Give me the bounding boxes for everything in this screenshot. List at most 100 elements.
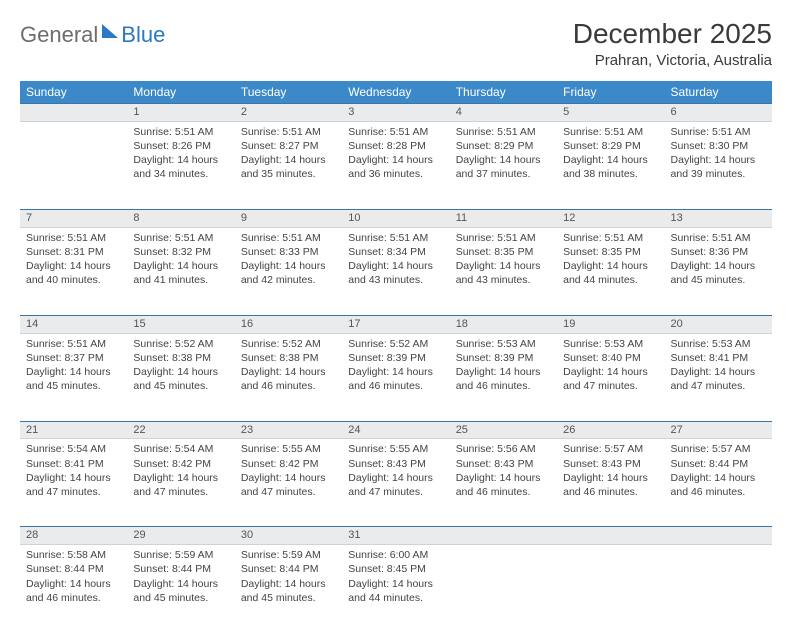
sunset-text: Sunset: 8:41 PM [671, 351, 766, 365]
daylight-text: Daylight: 14 hours and 45 minutes. [133, 577, 228, 605]
day-cell [450, 545, 557, 633]
sunrise-text: Sunrise: 5:54 AM [133, 442, 228, 456]
day-cell: Sunrise: 5:52 AMSunset: 8:39 PMDaylight:… [342, 333, 449, 421]
day-content-row: Sunrise: 5:51 AMSunset: 8:26 PMDaylight:… [20, 121, 772, 209]
day-number: 16 [235, 315, 342, 333]
day-number: 4 [450, 104, 557, 122]
daylight-text: Daylight: 14 hours and 46 minutes. [26, 577, 121, 605]
day-header: Saturday [665, 81, 772, 104]
sunset-text: Sunset: 8:34 PM [348, 245, 443, 259]
day-number: 5 [557, 104, 664, 122]
day-number: 15 [127, 315, 234, 333]
day-cell: Sunrise: 5:51 AMSunset: 8:29 PMDaylight:… [557, 121, 664, 209]
sunrise-text: Sunrise: 5:51 AM [133, 231, 228, 245]
day-cell: Sunrise: 5:59 AMSunset: 8:44 PMDaylight:… [235, 545, 342, 633]
day-cell: Sunrise: 5:51 AMSunset: 8:26 PMDaylight:… [127, 121, 234, 209]
day-content-row: Sunrise: 5:54 AMSunset: 8:41 PMDaylight:… [20, 439, 772, 527]
sunrise-text: Sunrise: 5:57 AM [671, 442, 766, 456]
day-cell: Sunrise: 5:51 AMSunset: 8:28 PMDaylight:… [342, 121, 449, 209]
daylight-text: Daylight: 14 hours and 47 minutes. [563, 365, 658, 393]
sunset-text: Sunset: 8:43 PM [563, 457, 658, 471]
sunrise-text: Sunrise: 5:51 AM [563, 125, 658, 139]
sunset-text: Sunset: 8:33 PM [241, 245, 336, 259]
sunrise-text: Sunrise: 5:51 AM [348, 231, 443, 245]
sunrise-text: Sunrise: 5:53 AM [563, 337, 658, 351]
day-cell: Sunrise: 5:51 AMSunset: 8:33 PMDaylight:… [235, 227, 342, 315]
sunset-text: Sunset: 8:26 PM [133, 139, 228, 153]
day-number: 27 [665, 421, 772, 439]
daylight-text: Daylight: 14 hours and 41 minutes. [133, 259, 228, 287]
sunset-text: Sunset: 8:42 PM [133, 457, 228, 471]
day-cell: Sunrise: 5:51 AMSunset: 8:36 PMDaylight:… [665, 227, 772, 315]
day-number: 17 [342, 315, 449, 333]
sunset-text: Sunset: 8:36 PM [671, 245, 766, 259]
sunset-text: Sunset: 8:29 PM [563, 139, 658, 153]
sunset-text: Sunset: 8:44 PM [241, 562, 336, 576]
sunset-text: Sunset: 8:38 PM [241, 351, 336, 365]
day-number-row: 28293031 [20, 527, 772, 545]
daylight-text: Daylight: 14 hours and 40 minutes. [26, 259, 121, 287]
logo-sail-icon [102, 24, 118, 38]
daylight-text: Daylight: 14 hours and 47 minutes. [671, 365, 766, 393]
day-number: 22 [127, 421, 234, 439]
day-cell [20, 121, 127, 209]
day-number: 7 [20, 209, 127, 227]
day-header: Friday [557, 81, 664, 104]
sunrise-text: Sunrise: 5:53 AM [456, 337, 551, 351]
day-number-row: 21222324252627 [20, 421, 772, 439]
day-number: 20 [665, 315, 772, 333]
sunset-text: Sunset: 8:27 PM [241, 139, 336, 153]
sunrise-text: Sunrise: 5:51 AM [133, 125, 228, 139]
day-cell: Sunrise: 6:00 AMSunset: 8:45 PMDaylight:… [342, 545, 449, 633]
sunset-text: Sunset: 8:39 PM [348, 351, 443, 365]
daylight-text: Daylight: 14 hours and 47 minutes. [26, 471, 121, 499]
day-cell: Sunrise: 5:52 AMSunset: 8:38 PMDaylight:… [235, 333, 342, 421]
sunset-text: Sunset: 8:32 PM [133, 245, 228, 259]
day-number [20, 104, 127, 122]
logo: General Blue [20, 18, 165, 48]
day-header: Thursday [450, 81, 557, 104]
day-header-row: Sunday Monday Tuesday Wednesday Thursday… [20, 81, 772, 104]
day-number [665, 527, 772, 545]
sunset-text: Sunset: 8:38 PM [133, 351, 228, 365]
day-number: 31 [342, 527, 449, 545]
sunrise-text: Sunrise: 5:51 AM [671, 231, 766, 245]
daylight-text: Daylight: 14 hours and 44 minutes. [563, 259, 658, 287]
sunset-text: Sunset: 8:39 PM [456, 351, 551, 365]
day-cell [557, 545, 664, 633]
day-number: 11 [450, 209, 557, 227]
sunset-text: Sunset: 8:42 PM [241, 457, 336, 471]
day-cell: Sunrise: 5:51 AMSunset: 8:32 PMDaylight:… [127, 227, 234, 315]
daylight-text: Daylight: 14 hours and 45 minutes. [671, 259, 766, 287]
sunrise-text: Sunrise: 5:52 AM [241, 337, 336, 351]
day-cell: Sunrise: 5:56 AMSunset: 8:43 PMDaylight:… [450, 439, 557, 527]
daylight-text: Daylight: 14 hours and 47 minutes. [241, 471, 336, 499]
day-cell: Sunrise: 5:58 AMSunset: 8:44 PMDaylight:… [20, 545, 127, 633]
daylight-text: Daylight: 14 hours and 38 minutes. [563, 153, 658, 181]
day-number: 3 [342, 104, 449, 122]
day-number [450, 527, 557, 545]
sunset-text: Sunset: 8:44 PM [133, 562, 228, 576]
sunset-text: Sunset: 8:40 PM [563, 351, 658, 365]
sunset-text: Sunset: 8:35 PM [456, 245, 551, 259]
day-cell: Sunrise: 5:54 AMSunset: 8:41 PMDaylight:… [20, 439, 127, 527]
day-cell: Sunrise: 5:55 AMSunset: 8:43 PMDaylight:… [342, 439, 449, 527]
day-number: 8 [127, 209, 234, 227]
daylight-text: Daylight: 14 hours and 47 minutes. [133, 471, 228, 499]
daylight-text: Daylight: 14 hours and 46 minutes. [241, 365, 336, 393]
day-number: 9 [235, 209, 342, 227]
day-number: 29 [127, 527, 234, 545]
sunset-text: Sunset: 8:44 PM [26, 562, 121, 576]
day-number: 2 [235, 104, 342, 122]
daylight-text: Daylight: 14 hours and 44 minutes. [348, 577, 443, 605]
sunrise-text: Sunrise: 5:51 AM [456, 231, 551, 245]
daylight-text: Daylight: 14 hours and 43 minutes. [348, 259, 443, 287]
sunrise-text: Sunrise: 5:51 AM [456, 125, 551, 139]
daylight-text: Daylight: 14 hours and 45 minutes. [26, 365, 121, 393]
day-header: Monday [127, 81, 234, 104]
sunset-text: Sunset: 8:45 PM [348, 562, 443, 576]
day-cell [665, 545, 772, 633]
day-cell: Sunrise: 5:57 AMSunset: 8:44 PMDaylight:… [665, 439, 772, 527]
day-number: 26 [557, 421, 664, 439]
daylight-text: Daylight: 14 hours and 37 minutes. [456, 153, 551, 181]
